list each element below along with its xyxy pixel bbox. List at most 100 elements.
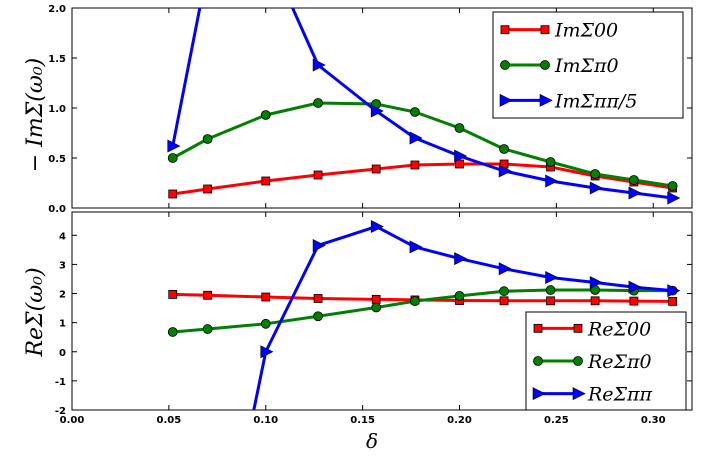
y-tick-label: -2 [55,406,66,417]
series-line-2 [172,288,673,334]
x-tick-label: 0.15 [350,415,375,426]
data-point [499,144,509,154]
data-point [590,296,600,306]
legend-label: ReΣ00 [587,318,651,340]
data-point [313,311,323,322]
data-point [455,159,464,169]
data-point [260,318,271,329]
legend-label: ReΣππ [587,384,652,406]
data-point [499,286,509,297]
x-axis-label: δ [366,429,378,453]
data-point [313,170,323,180]
data-point [409,240,423,254]
data-point [629,296,639,306]
data-point [167,153,178,163]
data-point [312,238,326,252]
data-point [202,324,213,334]
data-point [168,189,178,199]
data-point [545,174,559,188]
data-point [370,220,384,234]
data-point [545,285,556,295]
legend: ImΣ00 ImΣπ0 ImΣππ/5 [492,11,684,119]
data-point [260,345,274,359]
data-point [498,262,512,276]
data-point [371,164,381,174]
plot-area [167,8,681,205]
legend-marker [573,356,583,366]
x-tick-label: 0.10 [253,415,278,426]
data-point [410,160,420,170]
series-line-1 [172,162,673,196]
y-tick-label: 2 [59,290,66,301]
data-point [589,275,603,289]
data-point [370,104,384,118]
x-tick-label: 0.25 [544,415,569,426]
data-point [454,149,468,163]
y-axis-label: − ImΣ(ω₀) [23,58,48,172]
y-tick-label: 2.0 [48,4,66,15]
y-tick-label: 4 [59,231,66,242]
legend-label: ImΣππ/5 [554,90,637,112]
data-point [667,284,681,298]
data-point [498,164,512,178]
x-tick-label: 0.30 [641,415,666,426]
legend-label: ImΣπ0 [554,55,619,77]
data-point [454,290,465,301]
plot-area [167,220,681,410]
axes-frame [71,211,693,411]
data-point [167,327,178,337]
x-tick-label: 0.05 [157,415,182,426]
x-tick-label: 0.20 [447,415,472,426]
data-point [312,58,326,72]
legend-marker [533,356,543,366]
legend-marker [572,387,586,401]
data-point [628,280,642,294]
y-tick-label: -1 [55,377,66,388]
data-point [410,296,420,307]
y-tick-label: 3 [59,260,66,271]
data-point [203,184,213,194]
data-point [628,186,642,200]
legend-marker [533,323,543,333]
legend-marker [540,60,550,70]
legend-marker [540,25,550,35]
data-point [168,290,178,299]
legend-marker [500,25,510,35]
data-point [261,292,271,302]
legend-marker [499,93,513,107]
data-point [371,302,382,313]
y-axis-label: ReΣ(ω₀) [23,267,48,357]
x-tick-label: 0.00 [60,415,85,426]
data-point [545,271,559,285]
panel-2: -2 -1 0 1 2 3 4 0.00 0.05 0.10 0.15 0.20 0.25 0.30 ReΣ… [23,211,693,453]
y-tick-label: 1.0 [48,104,66,115]
legend-label: ReΣπ0 [587,351,652,373]
y-tick-label: 0 [59,348,66,359]
data-point [261,176,271,186]
data-point [410,107,420,117]
data-point [167,139,181,153]
data-point [202,134,213,144]
data-point [668,296,678,306]
data-point [454,252,468,266]
data-point [260,110,271,120]
data-point [454,123,465,133]
data-point [313,98,323,108]
series-line-2 [172,101,673,188]
data-point [546,296,555,306]
series-line-1 [172,292,673,303]
series-line-3 [171,8,673,200]
legend-marker [500,60,510,70]
data-point [203,290,213,300]
data-point [545,157,556,167]
data-point [371,294,381,304]
y-tick-label: 1 [59,319,66,330]
legend-marker [532,387,546,401]
y-tick-label: 1.5 [48,54,66,65]
legend: ReΣ00 ReΣπ0 ReΣππ [525,311,687,411]
data-point [590,169,601,179]
data-point [667,191,681,205]
data-point [589,181,603,195]
y-tick-label: 0.5 [48,154,66,165]
